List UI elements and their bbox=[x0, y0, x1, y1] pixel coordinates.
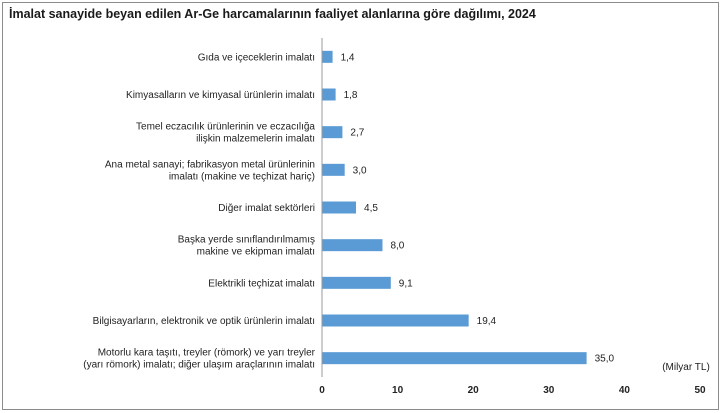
data-label: 9,1 bbox=[399, 278, 413, 289]
bar bbox=[322, 276, 391, 289]
chart-frame bbox=[2, 2, 719, 410]
bar bbox=[322, 163, 345, 176]
x-tick-label: 0 bbox=[319, 385, 325, 396]
data-label: 4,5 bbox=[364, 203, 378, 214]
bar bbox=[322, 88, 336, 101]
bar bbox=[322, 201, 357, 214]
category-label: Diğer imalat sektörleri bbox=[218, 203, 315, 214]
category-label: Ana metal sanayi; fabrikasyon metal ürün… bbox=[105, 159, 315, 170]
data-label: 35,0 bbox=[595, 354, 615, 365]
category-label: Kimyasalların ve kimyasal ürünlerin imal… bbox=[126, 90, 315, 101]
category-label: makine ve ekipman imalatı bbox=[197, 247, 315, 258]
category-label: Temel eczacılık ürünlerinin ve eczacılığ… bbox=[136, 122, 315, 133]
x-tick-label: 20 bbox=[468, 385, 480, 396]
category-label: Motorlu kara taşıtı, treyler (römork) ve… bbox=[98, 348, 316, 359]
x-tick-label: 30 bbox=[543, 385, 555, 396]
bar bbox=[322, 314, 469, 327]
category-label: Gıda ve içeceklerin imalatı bbox=[198, 52, 315, 63]
bar bbox=[322, 126, 343, 139]
unit-label: (Milyar TL) bbox=[662, 362, 710, 373]
chart-title: İmalat sanayide beyan edilen Ar-Ge harca… bbox=[9, 7, 536, 21]
data-label: 1,4 bbox=[341, 52, 355, 63]
x-tick-label: 40 bbox=[619, 385, 631, 396]
category-label: Başka yerde sınıflandırılmamış bbox=[178, 235, 315, 246]
category-label: Elektrikli teçhizat imalatı bbox=[208, 278, 315, 289]
category-label: imalatı (makine ve teçhizat hariç) bbox=[169, 171, 315, 182]
category-label: (yarı römork) imalatı; diğer ulaşım araç… bbox=[83, 360, 315, 371]
x-tick-label: 10 bbox=[392, 385, 404, 396]
data-label: 2,7 bbox=[350, 128, 364, 139]
bar bbox=[322, 239, 383, 252]
data-label: 8,0 bbox=[390, 241, 404, 252]
bar bbox=[322, 50, 333, 63]
category-label: Bilgisayarların, elektronik ve optik ürü… bbox=[93, 316, 315, 327]
data-label: 1,8 bbox=[344, 90, 358, 101]
x-tick-label: 50 bbox=[694, 385, 706, 396]
data-label: 3,0 bbox=[353, 165, 367, 176]
category-label: ilişkin malzemelerin imalatı bbox=[196, 134, 315, 145]
data-label: 19,4 bbox=[477, 316, 497, 327]
bar bbox=[322, 352, 587, 365]
